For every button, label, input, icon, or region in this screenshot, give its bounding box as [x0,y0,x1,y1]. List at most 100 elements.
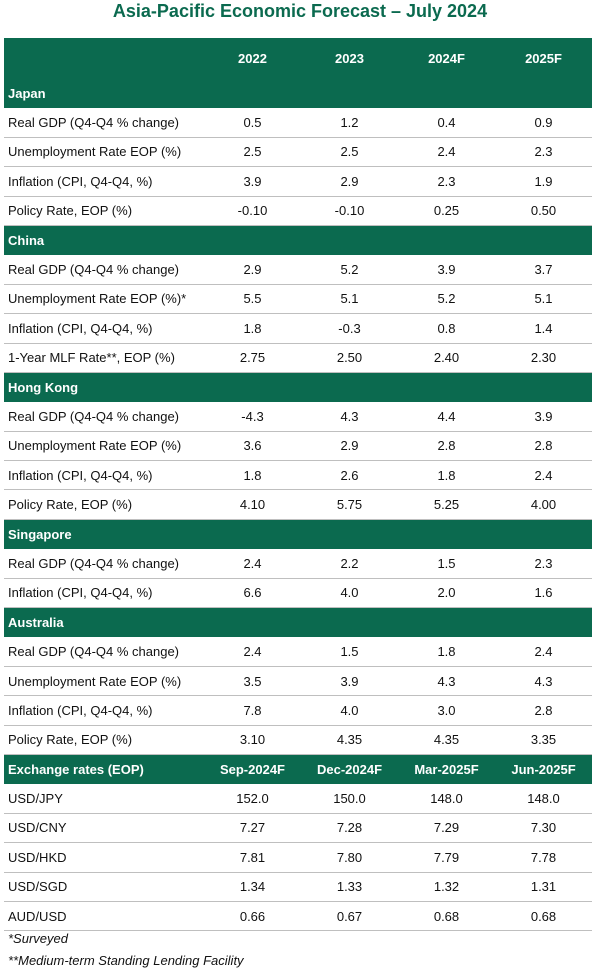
row-value: 1.2 [301,107,398,138]
footnote-surveyed: *Surveyed [8,931,68,946]
fx-pair-label: USD/SGD [4,871,204,902]
fx-value: 1.32 [398,871,495,902]
section-header-fill [301,518,398,550]
section-title: China [4,224,204,256]
row-label: Unemployment Rate EOP (%)* [4,283,204,315]
row-value: 5.75 [301,489,398,520]
section-header-fill [204,518,301,550]
row-value: 2.9 [301,430,398,462]
row-value: 0.25 [398,195,495,226]
row-label: Policy Rate, EOP (%) [4,195,204,226]
section-header-row: Singapore [4,518,592,550]
row-value: 3.10 [204,724,301,755]
table-row: Real GDP (Q4-Q4 % change) 0.5 1.2 0.4 0.9 [4,107,592,138]
section-header-row: Australia [4,607,592,638]
row-value: -0.10 [301,195,398,226]
section-header-fill [301,77,398,109]
section-header-fill [398,518,495,550]
section-header-row: Hong Kong [4,371,592,403]
row-label: 1-Year MLF Rate**, EOP (%) [4,342,204,373]
section-title: Australia [4,607,204,638]
row-label: Unemployment Rate EOP (%) [4,430,204,462]
table-row: Inflation (CPI, Q4-Q4, %) 6.6 4.0 2.0 1.6 [4,577,592,609]
section-header-fill [495,518,592,550]
row-value: 2.2 [301,548,398,579]
row-value: 5.25 [398,489,495,520]
row-label: Real GDP (Q4-Q4 % change) [4,254,204,285]
table-row: 1-Year MLF Rate**, EOP (%) 2.75 2.50 2.40 2.… [4,342,592,373]
fx-value: 1.31 [495,871,592,902]
fx-value: 7.27 [204,812,301,844]
row-label: Real GDP (Q4-Q4 % change) [4,107,204,138]
row-value: 2.9 [204,254,301,285]
row-value: 3.9 [301,665,398,697]
section-header-fill [495,371,592,403]
table-row: Unemployment Rate EOP (%) 2.5 2.5 2.4 2.3 [4,136,592,168]
fx-value: 0.68 [398,900,495,932]
column-header: 2023 [301,38,398,79]
row-value: 2.3 [398,166,495,197]
row-value: 1.4 [495,313,592,344]
fx-value: 1.33 [301,871,398,902]
row-value: 1.6 [495,577,592,609]
section-header-fill [204,77,301,109]
row-value: -0.3 [301,313,398,344]
fx-value: 7.79 [398,842,495,873]
row-value: 1.8 [398,636,495,667]
table-row: Real GDP (Q4-Q4 % change) 2.4 1.5 1.8 2.4 [4,636,592,667]
fx-value: 0.68 [495,900,592,932]
row-value: 2.5 [301,136,398,168]
row-value: 4.3 [301,401,398,432]
row-value: 0.5 [204,107,301,138]
table-row: Inflation (CPI, Q4-Q4, %) 3.9 2.9 2.3 1.9 [4,166,592,197]
fx-row: USD/JPY 152.0 150.0 148.0 148.0 [4,783,592,814]
row-value: 1.8 [204,313,301,344]
fx-column-header: Sep-2024F [204,753,301,785]
row-value: 5.1 [301,283,398,315]
row-label: Policy Rate, EOP (%) [4,489,204,520]
row-label: Unemployment Rate EOP (%) [4,136,204,168]
row-value: 2.4 [495,460,592,491]
row-value: 5.5 [204,283,301,315]
row-value: 3.6 [204,430,301,462]
row-value: 1.5 [398,548,495,579]
row-label: Unemployment Rate EOP (%) [4,665,204,697]
fx-row: USD/CNY 7.27 7.28 7.29 7.30 [4,812,592,844]
fx-value: 7.78 [495,842,592,873]
section-header-fill [204,607,301,638]
section-header-fill [398,607,495,638]
section-title: Japan [4,77,204,109]
fx-row: USD/HKD 7.81 7.80 7.79 7.78 [4,842,592,873]
fx-value: 0.66 [204,900,301,932]
row-value: 1.5 [301,636,398,667]
row-value: 4.4 [398,401,495,432]
section-header-fill [398,224,495,256]
table-row: Inflation (CPI, Q4-Q4, %) 1.8 -0.3 0.8 1.4 [4,313,592,344]
section-header-fill [398,371,495,403]
row-value: 0.4 [398,107,495,138]
column-header-row: 2022 2023 2024F 2025F [4,38,592,79]
fx-column-header: Mar-2025F [398,753,495,785]
page-title: Asia-Pacific Economic Forecast – July 20… [112,1,488,21]
section-header-fill [301,371,398,403]
row-value: 2.6 [301,460,398,491]
forecast-table: 2022 2023 2024F 2025F Japan Real GDP (Q4-Q4 %… [4,38,592,932]
row-value: 3.35 [495,724,592,755]
section-header-fill [495,224,592,256]
table-row: Inflation (CPI, Q4-Q4, %) 1.8 2.6 1.8 2.4 [4,460,592,491]
row-value: 2.4 [204,548,301,579]
fx-header-row: Exchange rates (EOP) Sep-2024F Dec-2024F Ma… [4,753,592,785]
fx-row: USD/SGD 1.34 1.33 1.32 1.31 [4,871,592,902]
row-value: 2.8 [495,430,592,462]
column-header: 2022 [204,38,301,79]
section-header-row: Japan [4,77,592,109]
row-value: 0.50 [495,195,592,226]
row-value: 0.8 [398,313,495,344]
row-value: 4.10 [204,489,301,520]
row-value: 5.2 [398,283,495,315]
row-value: 2.0 [398,577,495,609]
row-label: Real GDP (Q4-Q4 % change) [4,401,204,432]
row-value: 3.7 [495,254,592,285]
row-value: 2.8 [495,695,592,726]
row-value: 2.4 [495,636,592,667]
